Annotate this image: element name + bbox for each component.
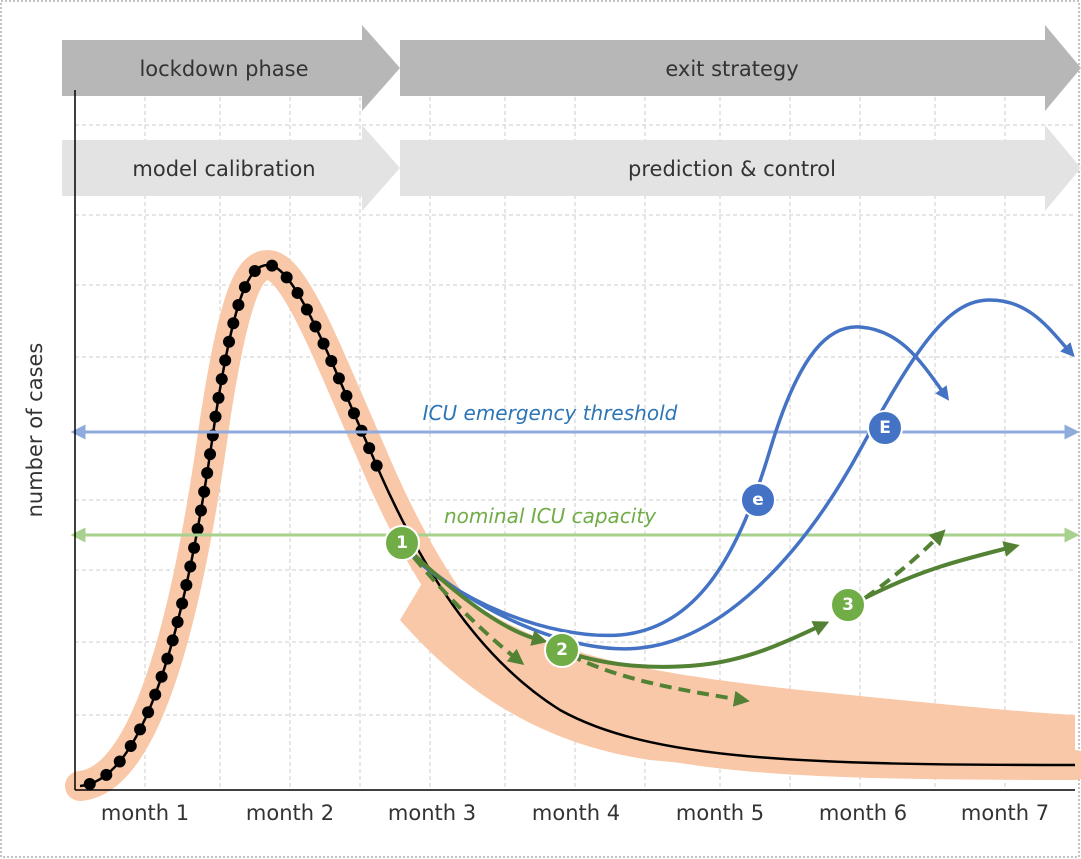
x-label: month 4: [532, 801, 620, 825]
data-dot: [370, 459, 383, 472]
data-dot: [194, 504, 207, 517]
data-points: [83, 259, 383, 790]
phase-label: model calibration: [132, 157, 315, 181]
data-dot: [201, 466, 214, 479]
marker-label: 1: [396, 533, 408, 553]
data-dot: [209, 410, 222, 423]
data-dot: [266, 259, 279, 272]
data-dot: [83, 777, 96, 790]
data-dot: [238, 281, 251, 294]
blue-scenarios: [400, 298, 1075, 651]
data-dot: [113, 755, 126, 768]
data-dot: [248, 265, 261, 278]
data-dot: [363, 442, 376, 455]
data-dot: [100, 768, 113, 781]
axes: [74, 90, 1075, 791]
phase-arrows: lockdown phase exit strategy model calib…: [62, 25, 1081, 211]
data-dot: [291, 286, 304, 299]
data-dot: [215, 373, 228, 386]
data-dot: [223, 335, 236, 348]
threshold-label: nominal ICU capacity: [444, 504, 657, 528]
phase-label: prediction & control: [628, 157, 836, 181]
data-dot: [219, 354, 232, 367]
data-dot: [325, 354, 338, 367]
data-dot: [204, 448, 217, 461]
data-dot: [347, 407, 360, 420]
data-dot: [155, 670, 168, 683]
data-dot: [232, 298, 245, 311]
data-dot: [180, 579, 193, 592]
data-dot: [317, 337, 330, 350]
data-dot: [142, 706, 155, 719]
x-label: month 5: [676, 801, 764, 825]
data-dot: [340, 389, 353, 402]
data-dot: [300, 303, 313, 316]
threshold-label: ICU emergency threshold: [423, 401, 678, 425]
data-dot: [309, 320, 322, 333]
data-dot: [227, 317, 240, 330]
x-label: month 7: [961, 801, 1049, 825]
y-axis-label: number of cases: [23, 343, 47, 518]
x-labels: month 1 month 2 month 3 month 4 month 5 month…: [101, 801, 1049, 825]
data-dot: [166, 634, 179, 647]
data-dot: [198, 485, 211, 498]
data-dot: [184, 560, 197, 573]
x-label: month 6: [819, 801, 907, 825]
data-dot: [280, 271, 293, 284]
phase-label: lockdown phase: [139, 57, 308, 81]
data-dot: [134, 723, 147, 736]
marker-label: E: [879, 418, 891, 438]
green-scenarios: [400, 529, 1020, 707]
phase-label: exit strategy: [665, 57, 798, 81]
marker-label: e: [752, 490, 764, 510]
marker-label: 2: [556, 640, 568, 660]
x-label: month 1: [101, 801, 189, 825]
data-dot: [176, 597, 189, 610]
data-dot: [188, 541, 201, 554]
x-label: month 3: [388, 801, 476, 825]
data-dot: [149, 688, 162, 701]
data-dot: [212, 391, 225, 404]
x-label: month 2: [246, 801, 334, 825]
data-dot: [191, 523, 204, 536]
data-dot: [171, 616, 184, 629]
data-dot: [161, 652, 174, 665]
data-dot: [124, 739, 137, 752]
data-dot: [332, 372, 345, 385]
marker-label: 3: [842, 595, 854, 615]
markers: 1 2 3 e E: [384, 410, 903, 668]
